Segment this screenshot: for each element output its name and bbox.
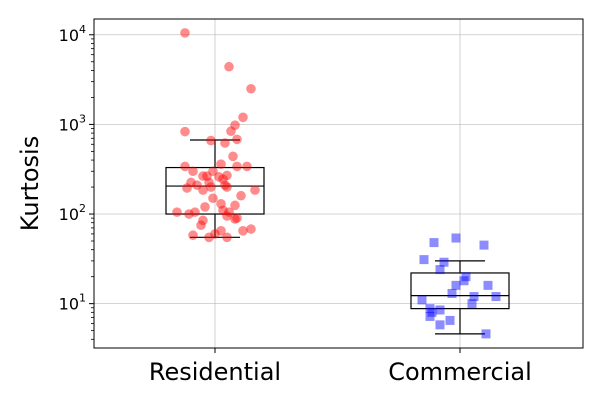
data-point [220,180,230,190]
data-point [198,185,208,195]
data-point [467,299,477,309]
data-point [190,207,200,217]
data-point [228,151,238,162]
data-point [210,229,220,239]
box-plot-commercial [410,260,510,335]
data-point [208,193,218,204]
data-point [214,172,224,182]
data-point [445,315,455,325]
x-axis-ticks: Residential Commercial [149,348,532,386]
data-point [202,171,212,181]
data-point [491,292,501,302]
data-point [182,183,192,193]
data-point [208,166,218,177]
data-point [198,215,208,226]
data-point [222,232,232,243]
y-tick-label: 104 [59,23,86,45]
x-category-label: Commercial [388,358,532,386]
data-point [216,159,226,169]
data-point [222,182,232,192]
plot-frame [93,18,584,349]
data-point [425,311,435,321]
data-point [238,112,248,123]
data-point [232,213,242,223]
data-point [447,288,457,298]
box-plot-residential [165,139,265,238]
data-point [180,28,190,38]
data-point [481,329,491,339]
data-point [216,225,226,236]
data-point [206,182,216,192]
y-tick-label: 103 [59,112,86,134]
x-category-label: Residential [149,358,281,386]
data-point [246,83,256,94]
data-point [226,126,236,136]
y-tick-label: 101 [59,292,86,314]
data-point [427,307,437,317]
data-point [222,211,232,221]
y-axis-label: Kurtosis [16,136,44,231]
data-point [479,240,489,250]
data-point [439,257,449,267]
data-point [469,292,479,302]
data-point [435,320,445,330]
data-point [246,224,256,234]
data-point [250,185,260,195]
data-point [180,161,190,172]
data-point [425,304,435,314]
data-point [222,170,232,181]
data-point [224,61,234,72]
data-point [232,161,242,172]
data-point [200,202,210,212]
data-point [419,255,429,265]
data-point [236,190,246,201]
data-point [220,138,230,148]
data-point [238,225,248,236]
data-point [461,272,471,282]
data-point [451,280,461,290]
data-point [180,126,190,137]
data-point [429,238,439,248]
data-point [184,209,194,219]
box-plots [165,139,510,335]
y-tick-label: 102 [59,202,86,224]
data-points [172,28,501,339]
data-point [451,233,461,243]
data-point [172,207,182,217]
data-point [186,177,196,188]
y-axis-ticks: 101 102 103 104 [59,23,94,340]
data-point [216,199,226,209]
points-residential [172,28,260,243]
data-point [196,220,206,231]
data-point [435,265,445,275]
data-point [483,280,493,290]
data-point [230,214,240,224]
data-point [230,200,240,211]
points-commercial [417,233,501,339]
data-point [417,295,427,305]
data-point [242,161,252,172]
data-point [232,134,242,145]
data-point [204,232,214,243]
data-point [188,166,198,177]
data-point [218,205,228,216]
data-point [230,120,240,130]
data-point [192,180,202,190]
data-point [188,230,198,241]
data-point [224,207,234,217]
data-point [218,174,228,184]
data-point [206,135,216,146]
data-point [204,177,214,188]
data-point [435,305,445,315]
data-point [198,171,208,181]
data-point [459,276,469,286]
